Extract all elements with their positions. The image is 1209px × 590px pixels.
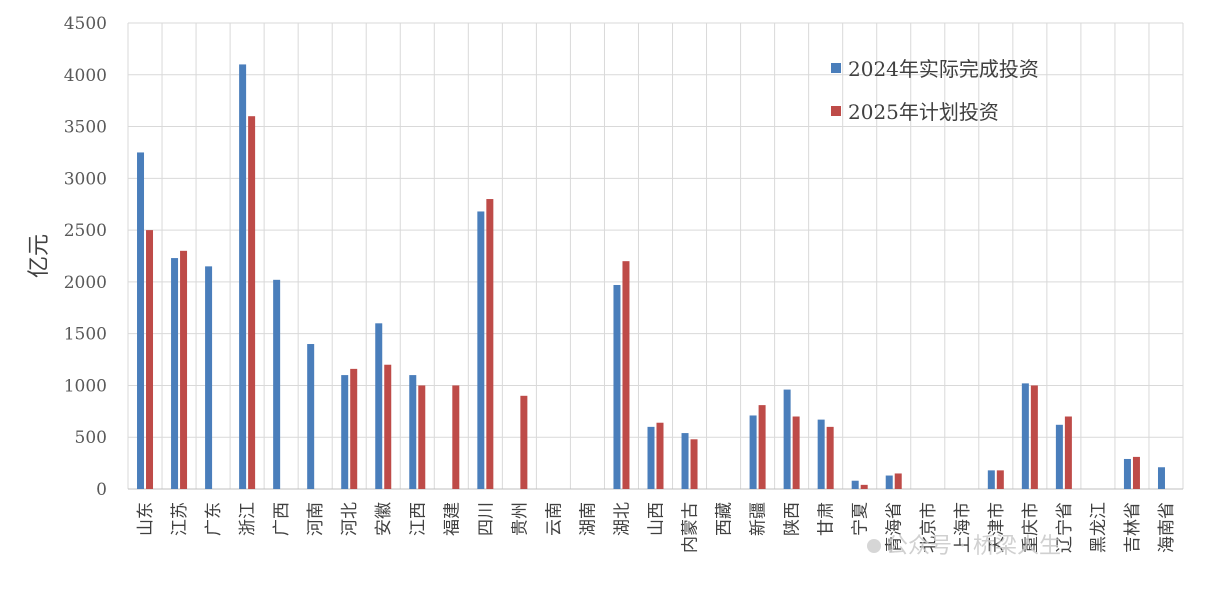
legend-swatch-2025: [831, 106, 841, 116]
bar-2024: [341, 375, 349, 489]
bar-2024: [375, 323, 383, 489]
x-tick-label: 北京市: [919, 502, 939, 553]
bar-2024: [1021, 383, 1029, 489]
x-tick-label: 西藏: [715, 502, 735, 536]
x-tick-label: 河北: [340, 502, 360, 536]
x-tick-label: 福建: [442, 502, 462, 536]
x-tick-label: 吉林省: [1123, 502, 1143, 553]
x-tick-label: 辽宁省: [1055, 502, 1075, 553]
bar-2025: [792, 416, 800, 489]
bar-2024: [137, 152, 145, 489]
bar-2024: [885, 475, 893, 489]
x-tick-label: 青海省: [885, 502, 905, 553]
y-tick-label: 4000: [64, 66, 107, 86]
bar-2025: [248, 116, 256, 489]
x-tick-label: 安徽: [374, 502, 394, 536]
x-tick-label: 新疆: [749, 502, 769, 536]
bar-2025: [418, 385, 426, 489]
legend-label-2024: 2024年实际完成投资: [848, 57, 1039, 81]
y-tick-label: 2000: [64, 273, 107, 293]
x-tick-label: 海南省: [1157, 502, 1177, 553]
bar-2025: [622, 261, 630, 489]
bar-2024: [205, 266, 213, 489]
y-axis-label: 亿元: [27, 234, 52, 278]
bar-2024: [783, 389, 791, 489]
bar-2025: [452, 385, 460, 489]
x-tick-label: 内蒙古: [681, 502, 701, 553]
bar-2024: [1157, 467, 1165, 489]
legend-label-2025: 2025年计划投资: [848, 100, 999, 124]
y-tick-label: 4500: [64, 14, 107, 34]
bar-2024: [817, 419, 825, 489]
bar-2024: [681, 433, 689, 489]
y-tick-label: 3000: [64, 169, 107, 189]
bar-2025: [690, 439, 698, 489]
x-tick-label: 湖北: [612, 502, 632, 536]
x-tick-label: 天津市: [987, 502, 1007, 553]
x-tick-label: 河南: [306, 502, 326, 536]
y-tick-label: 0: [96, 480, 107, 500]
legend: 2024年实际完成投资 2025年计划投资: [831, 57, 1039, 124]
x-tick-label: 江苏: [170, 502, 190, 536]
x-tick-label: 贵州: [510, 502, 530, 536]
bar-2025: [1030, 385, 1038, 489]
bar-2024: [749, 415, 757, 489]
y-tick-label: 1000: [64, 376, 107, 396]
legend-swatch-2024: [831, 63, 841, 73]
bar-2024: [409, 375, 417, 489]
x-tick-label: 陕西: [783, 502, 803, 536]
bar-2025: [826, 426, 834, 489]
bar-2024: [987, 470, 995, 489]
x-tick-label: 湖南: [578, 502, 598, 536]
y-tick-label: 500: [75, 428, 107, 448]
bar-2025: [180, 250, 188, 489]
y-tick-label: 1500: [64, 325, 107, 345]
bar-2024: [1055, 424, 1063, 489]
bar-2025: [520, 395, 528, 489]
x-tick-label: 黑龙江: [1089, 502, 1109, 553]
watermark: 公众号 · 桥梁人生: [867, 534, 1061, 559]
bar-2024: [851, 480, 859, 489]
watermark-text: 公众号 · 桥梁人生: [886, 534, 1061, 559]
x-tick-label: 甘肃: [817, 502, 837, 536]
bar-2024: [307, 344, 315, 489]
bar-2025: [894, 473, 902, 489]
bar-2024: [239, 64, 247, 489]
bar-2025: [384, 364, 392, 489]
x-tick-label: 广西: [272, 502, 292, 536]
bar-2025: [996, 470, 1004, 489]
bar-2024: [171, 258, 179, 489]
bar-2025: [1064, 416, 1072, 489]
bar-2024: [613, 284, 621, 489]
bar-2024: [477, 211, 485, 489]
bar-2024: [1123, 458, 1131, 489]
bar-2025: [656, 422, 664, 489]
x-tick-label: 广东: [204, 502, 224, 536]
bar-2025: [758, 405, 766, 489]
y-axis-ticks: 0 500 1000 1500 2000 2500 3000 3500 4000 4500: [64, 14, 107, 500]
watermark-icon: [867, 539, 881, 553]
bar-2024: [647, 426, 655, 489]
x-tick-label: 四川: [476, 502, 496, 536]
x-tick-label: 山西: [647, 502, 667, 536]
y-tick-label: 2500: [64, 221, 107, 241]
y-tick-label: 3500: [64, 118, 107, 138]
bars: [137, 64, 1165, 490]
x-tick-label: 上海市: [953, 502, 973, 553]
x-tick-label: 江西: [408, 502, 428, 536]
x-tick-label: 云南: [544, 502, 564, 536]
x-tick-label: 宁夏: [851, 502, 871, 536]
bar-2025: [1132, 456, 1140, 489]
x-axis-ticks: 山东 江苏 广东 浙江 广西 河南 河北 安徽 江西 福建 四川 贵州 云南 湖南 湖北 山西 内蒙古 西藏 新疆陕…: [136, 502, 1177, 553]
bar-2025: [860, 484, 868, 489]
x-tick-label: 山东: [136, 502, 156, 536]
x-tick-label: 浙江: [238, 502, 258, 536]
x-tick-label: 重庆市: [1021, 502, 1041, 553]
bar-2024: [273, 279, 281, 489]
bar-2025: [350, 368, 358, 489]
bar-2025: [486, 199, 494, 490]
gridlines: [127, 22, 1184, 490]
bar-2025: [146, 230, 154, 489]
